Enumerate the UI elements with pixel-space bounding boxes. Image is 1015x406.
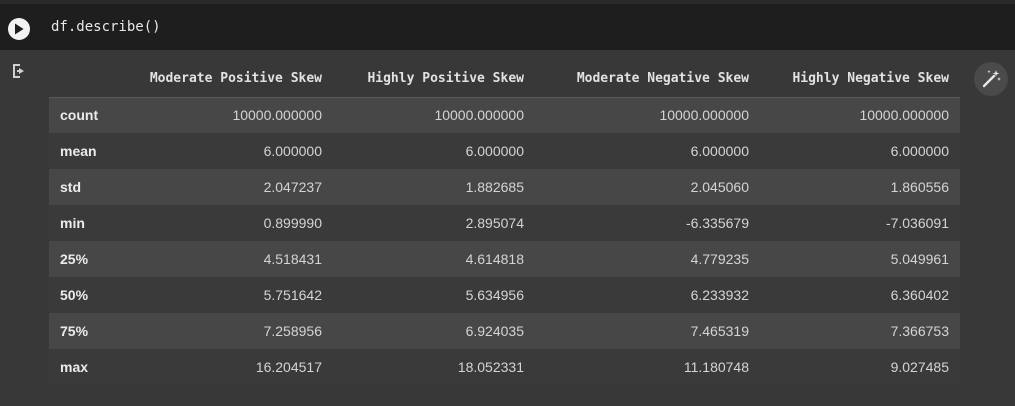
table-cell: 16.204517 bbox=[255, 359, 322, 375]
table-row: min 0.899990 2.895074 -6.335679 -7.03609… bbox=[49, 205, 960, 241]
table-cell: 0.899990 bbox=[263, 215, 322, 231]
output-arrow-icon bbox=[13, 64, 24, 78]
table-row: count 10000.000000 10000.000000 10000.00… bbox=[49, 97, 960, 133]
table-cell: 1.860556 bbox=[890, 179, 949, 195]
table-header-row: Moderate Positive Skew Highly Positive S… bbox=[49, 60, 960, 98]
table-row: 25% 4.518431 4.614818 4.779235 5.049961 bbox=[49, 241, 960, 277]
row-label: min bbox=[60, 215, 85, 231]
table-row: max 16.204517 18.052331 11.180748 9.0274… bbox=[49, 349, 960, 385]
column-header: Moderate Negative Skew bbox=[535, 60, 760, 98]
row-label: max bbox=[60, 359, 89, 375]
code-editor[interactable]: df.describe() bbox=[51, 19, 161, 35]
table-cell: 11.180748 bbox=[683, 359, 749, 375]
table-cell: 10000.000000 bbox=[859, 107, 949, 124]
table-cell: 2.045060 bbox=[690, 179, 749, 195]
table-cell: 6.000000 bbox=[465, 143, 524, 159]
table-cell: 5.049961 bbox=[890, 251, 949, 267]
describe-table: Moderate Positive Skew Highly Positive S… bbox=[49, 60, 960, 385]
table-cell: 7.366753 bbox=[890, 323, 949, 339]
table-cell: 6.000000 bbox=[890, 143, 949, 159]
code-cell[interactable]: df.describe() bbox=[0, 4, 1015, 50]
table-row: 50% 5.751642 5.634956 6.233932 6.360402 bbox=[49, 277, 960, 313]
table-row: std 2.047237 1.882685 2.045060 1.860556 bbox=[49, 169, 960, 205]
row-label: 75% bbox=[60, 323, 89, 339]
row-label: 50% bbox=[60, 287, 89, 303]
table-cell: 10000.000000 bbox=[434, 107, 524, 124]
column-header: Moderate Positive Skew bbox=[111, 60, 333, 98]
table-cell: 2.047237 bbox=[263, 179, 322, 195]
column-header: Highly Negative Skew bbox=[760, 60, 960, 98]
row-label: std bbox=[60, 179, 81, 195]
table-cell: 4.779235 bbox=[690, 251, 749, 267]
table-cell: 5.634956 bbox=[465, 287, 524, 303]
row-label: count bbox=[60, 107, 99, 124]
table-cell: -6.335679 bbox=[685, 215, 749, 231]
run-cell-button[interactable] bbox=[8, 18, 30, 40]
table-cell: 4.614818 bbox=[465, 251, 524, 267]
table-cell: 6.000000 bbox=[690, 143, 749, 159]
table-cell: 5.751642 bbox=[263, 287, 322, 303]
top-border bbox=[0, 0, 1015, 4]
row-label: mean bbox=[60, 143, 97, 159]
row-label: 25% bbox=[60, 251, 89, 267]
output-area: Moderate Positive Skew Highly Positive S… bbox=[0, 50, 1015, 406]
table-row: mean 6.000000 6.000000 6.000000 6.000000 bbox=[49, 133, 960, 169]
table-cell: 10000.000000 bbox=[232, 107, 322, 124]
magic-wand-icon bbox=[982, 70, 1001, 88]
table-cell: 7.258956 bbox=[263, 323, 322, 339]
table-cell: 1.882685 bbox=[465, 179, 524, 195]
table-cell: 10000.000000 bbox=[659, 107, 749, 124]
index-header bbox=[49, 60, 111, 98]
table-cell: 9.027485 bbox=[890, 359, 949, 375]
table-cell: 7.465319 bbox=[690, 323, 749, 339]
table-cell: 6.360402 bbox=[890, 287, 949, 303]
column-header: Highly Positive Skew bbox=[333, 60, 535, 98]
table-cell: 2.895074 bbox=[465, 215, 524, 231]
play-icon bbox=[15, 23, 24, 35]
convert-to-interactive-button[interactable] bbox=[974, 62, 1008, 96]
table-cell: 6.233932 bbox=[690, 287, 749, 303]
table-cell: 18.052331 bbox=[457, 359, 524, 375]
table-cell: 4.518431 bbox=[263, 251, 322, 267]
table-cell: 6.924035 bbox=[465, 323, 524, 339]
table-row: 75% 7.258956 6.924035 7.465319 7.366753 bbox=[49, 313, 960, 349]
table-cell: 6.000000 bbox=[263, 143, 322, 159]
table-cell: -7.036091 bbox=[885, 215, 949, 231]
